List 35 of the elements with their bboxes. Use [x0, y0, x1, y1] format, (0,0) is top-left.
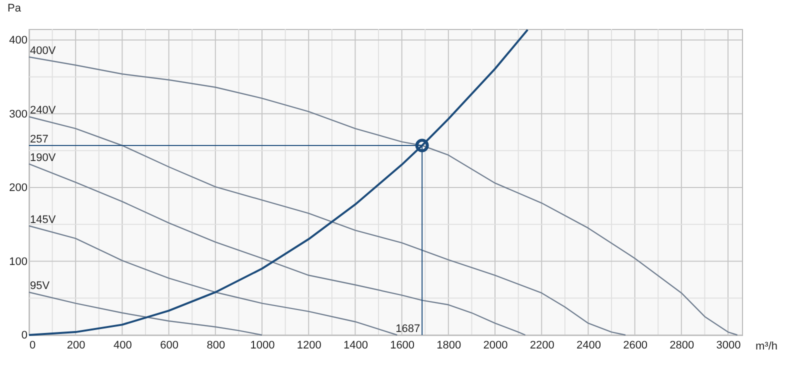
y-tick-label: 400: [9, 34, 28, 47]
series-label: 400V: [30, 45, 56, 58]
y-tick-label: 0: [21, 330, 28, 342]
line-series: [28, 163, 526, 336]
x-tick-label: 1200: [296, 340, 322, 352]
x-tick-label: 3000: [716, 340, 741, 352]
x-tick-label: 600: [160, 340, 178, 352]
line-series: [28, 292, 263, 336]
series-label: 95V: [30, 280, 50, 292]
x-tick-label: 2200: [530, 340, 554, 352]
series-label: 240V: [30, 104, 56, 117]
x-tick-label: 1800: [436, 340, 462, 352]
x-axis-title: m³/h: [756, 340, 778, 352]
x-tick-label: 1000: [250, 340, 275, 352]
x-tick-label: 0: [30, 340, 36, 352]
x-tick-label: 1400: [343, 340, 368, 352]
line-series: [28, 56, 738, 336]
x-tick-label: 2000: [483, 340, 508, 352]
x-tick-label: 1600: [390, 340, 415, 352]
x-tick-label: 2800: [670, 340, 694, 352]
series-label: 145V: [30, 214, 56, 226]
x-tick-label: 200: [66, 340, 86, 352]
line-series: [28, 116, 626, 336]
x-tick-label: 800: [206, 340, 226, 352]
ref-line-label: 1687: [396, 323, 420, 335]
x-tick-label: 2600: [623, 340, 648, 352]
x-tick-label: 2400: [576, 340, 601, 352]
ref-line-label: 257: [30, 134, 48, 146]
series-label: 190V: [30, 152, 56, 164]
line-series: [28, 225, 398, 336]
y-tick-label: 300: [9, 108, 28, 120]
y-axis-title: Pa: [8, 2, 22, 14]
x-tick-label: 400: [114, 340, 132, 352]
y-tick-label: 200: [9, 182, 28, 194]
y-tick-label: 100: [9, 256, 28, 268]
